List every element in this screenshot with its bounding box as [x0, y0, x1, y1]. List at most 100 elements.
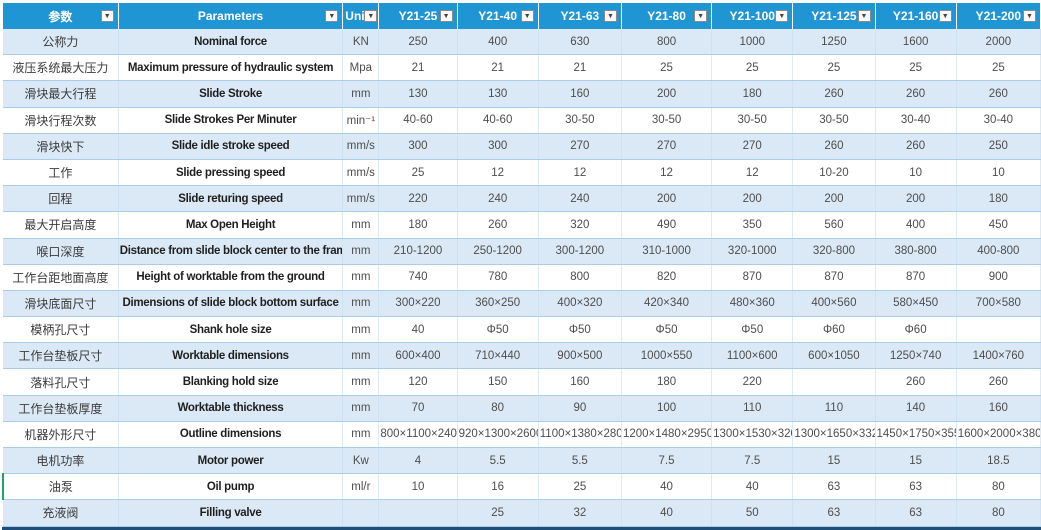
value-cell[interactable]: 1300×1650×3320 — [792, 421, 876, 449]
unit-cell[interactable]: mm/s — [342, 159, 380, 187]
value-cell[interactable]: 30-50 — [538, 107, 622, 134]
value-cell[interactable]: 1100×1380×2800 — [538, 421, 622, 449]
value-cell[interactable]: 150 — [457, 368, 539, 396]
value-cell[interactable]: 25 — [711, 54, 794, 82]
value-cell[interactable]: 260 — [956, 80, 1041, 108]
column-header-y21-25[interactable]: Y21-25 ▼ — [378, 3, 458, 29]
value-cell[interactable]: 260 — [792, 133, 876, 160]
value-cell[interactable]: 300 — [457, 133, 539, 160]
value-cell[interactable]: 210-1200 — [378, 238, 458, 265]
param-en-cell[interactable]: Blanking hold size — [118, 368, 344, 396]
value-cell[interactable]: 21 — [378, 54, 458, 82]
value-cell[interactable]: 310-1000 — [621, 238, 713, 265]
filter-button[interactable]: ▼ — [364, 10, 378, 22]
value-cell[interactable]: 25 — [621, 54, 713, 82]
value-cell[interactable]: 1100×600 — [711, 342, 794, 370]
value-cell[interactable]: 180 — [621, 368, 713, 396]
value-cell[interactable]: 80 — [457, 395, 539, 422]
unit-cell[interactable]: mm/s — [342, 133, 380, 160]
value-cell[interactable]: 130 — [457, 80, 539, 108]
value-cell[interactable]: 580×450 — [875, 290, 957, 318]
value-cell[interactable]: 180 — [378, 211, 458, 239]
value-cell[interactable]: 32 — [538, 499, 622, 527]
param-zh-cell[interactable]: 液压系统最大压力 — [3, 54, 119, 82]
value-cell[interactable]: 200 — [621, 80, 713, 108]
value-cell[interactable]: 160 — [538, 80, 622, 108]
value-cell[interactable]: 90 — [538, 395, 622, 422]
value-cell[interactable]: Φ50 — [457, 316, 539, 344]
filter-button[interactable]: ▼ — [603, 10, 617, 22]
param-en-cell[interactable]: Slide Stroke — [118, 80, 344, 108]
value-cell[interactable]: 40-60 — [378, 107, 458, 134]
value-cell[interactable]: 260 — [792, 80, 876, 108]
value-cell[interactable]: 30-50 — [792, 107, 876, 134]
unit-cell[interactable]: mm/s — [342, 185, 380, 213]
column-header-y21-80[interactable]: Y21-80 ▼ — [621, 3, 713, 29]
value-cell[interactable]: 300 — [378, 133, 458, 160]
param-en-cell[interactable]: Slide returing speed — [118, 185, 344, 213]
value-cell[interactable]: 15 — [875, 447, 957, 475]
column-header-y21-40[interactable]: Y21-40 ▼ — [457, 3, 539, 29]
value-cell[interactable]: 40 — [378, 316, 458, 344]
value-cell[interactable]: 1200×1480×2950 — [621, 421, 713, 449]
value-cell[interactable]: Φ60 — [875, 316, 957, 344]
value-cell[interactable]: 110 — [792, 395, 876, 422]
value-cell[interactable]: 710×440 — [457, 342, 539, 370]
value-cell[interactable]: 900×500 — [538, 342, 622, 370]
value-cell[interactable]: 63 — [875, 473, 957, 501]
value-cell[interactable]: 25 — [875, 54, 957, 82]
value-cell[interactable]: 260 — [457, 211, 539, 239]
value-cell[interactable]: 1400×760 — [956, 342, 1041, 370]
param-en-cell[interactable]: Slide pressing speed — [118, 159, 344, 187]
param-zh-cell[interactable]: 滑块最大行程 — [3, 80, 119, 108]
param-en-cell[interactable]: Oil pump — [118, 473, 344, 501]
value-cell[interactable]: 30-50 — [711, 107, 794, 134]
value-cell[interactable]: 5.5 — [457, 447, 539, 475]
unit-cell[interactable]: KN — [342, 29, 380, 56]
param-en-cell[interactable]: Worktable dimensions — [118, 342, 344, 370]
param-en-cell[interactable]: Slide Strokes Per Minuter — [118, 107, 344, 134]
value-cell[interactable]: 900 — [956, 264, 1041, 291]
unit-cell[interactable]: mm — [342, 290, 380, 318]
unit-cell[interactable]: mm — [342, 211, 380, 239]
value-cell[interactable]: 15 — [792, 447, 876, 475]
value-cell[interactable] — [792, 368, 876, 396]
value-cell[interactable]: Φ60 — [792, 316, 876, 344]
value-cell[interactable]: 200 — [621, 185, 713, 213]
value-cell[interactable]: 40 — [621, 473, 713, 501]
filter-button[interactable]: ▼ — [439, 10, 453, 22]
filter-button[interactable]: ▼ — [775, 10, 789, 22]
unit-cell[interactable]: min⁻¹ — [342, 107, 380, 134]
value-cell[interactable]: 250 — [378, 29, 458, 56]
value-cell[interactable]: 25 — [956, 54, 1041, 82]
value-cell[interactable]: 130 — [378, 80, 458, 108]
value-cell[interactable]: 12 — [711, 159, 794, 187]
value-cell[interactable]: 5.5 — [538, 447, 622, 475]
filter-button[interactable]: ▼ — [100, 10, 114, 22]
param-zh-cell[interactable]: 喉口深度 — [3, 238, 119, 265]
value-cell[interactable]: 40-60 — [457, 107, 539, 134]
filter-button[interactable]: ▼ — [694, 10, 708, 22]
value-cell[interactable]: 80 — [956, 499, 1041, 527]
value-cell[interactable]: 870 — [792, 264, 876, 291]
value-cell[interactable]: 110 — [711, 395, 794, 422]
value-cell[interactable]: 600×1050 — [792, 342, 876, 370]
value-cell[interactable] — [956, 316, 1041, 344]
value-cell[interactable]: 490 — [621, 211, 713, 239]
value-cell[interactable]: 450 — [956, 211, 1041, 239]
value-cell[interactable]: 10 — [378, 473, 458, 501]
value-cell[interactable]: 350 — [711, 211, 794, 239]
value-cell[interactable]: 30-50 — [621, 107, 713, 134]
value-cell[interactable]: 780 — [457, 264, 539, 291]
value-cell[interactable]: 400 — [457, 29, 539, 56]
unit-cell[interactable]: ml/r — [342, 473, 380, 501]
param-zh-cell[interactable]: 回程 — [3, 185, 119, 213]
value-cell[interactable]: 870 — [875, 264, 957, 291]
value-cell[interactable]: 560 — [792, 211, 876, 239]
param-zh-cell[interactable]: 落料孔尺寸 — [3, 368, 119, 396]
value-cell[interactable]: 400×560 — [792, 290, 876, 318]
value-cell[interactable]: 10-20 — [792, 159, 876, 187]
value-cell[interactable]: 4 — [378, 447, 458, 475]
value-cell[interactable]: 120 — [378, 368, 458, 396]
value-cell[interactable]: 300-1200 — [538, 238, 622, 265]
